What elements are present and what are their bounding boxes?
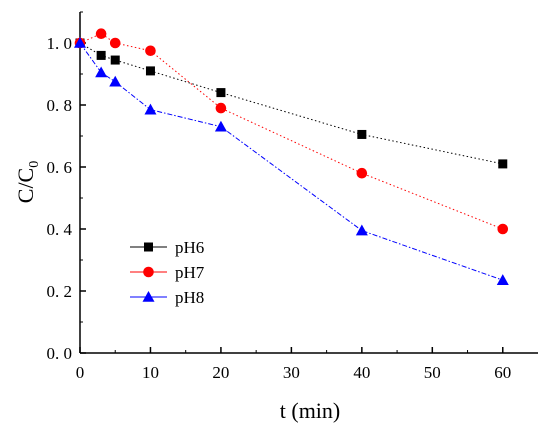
data-point — [496, 274, 509, 285]
x-tick-label: 30 — [283, 363, 300, 382]
series-1 — [74, 28, 509, 235]
y-axis-title: C/C0 — [13, 161, 42, 203]
y-tick-label: 0. 4 — [47, 220, 73, 239]
series-layer — [74, 28, 509, 285]
data-point — [497, 223, 509, 235]
y-tick-label: 0. 6 — [47, 158, 73, 177]
y-tick-label: 0. 8 — [47, 96, 73, 115]
data-point — [216, 88, 226, 98]
series-0 — [75, 38, 508, 169]
x-tick-label: 40 — [353, 363, 370, 382]
y-tick-label: 1. 0 — [47, 34, 73, 53]
data-point — [144, 103, 157, 115]
data-point — [498, 159, 508, 169]
legend-item-1: pH7 — [130, 263, 205, 282]
data-point — [109, 75, 122, 87]
legend-label: pH7 — [175, 263, 205, 282]
data-point — [355, 224, 368, 236]
series-line — [79, 33, 503, 230]
data-point — [109, 37, 121, 49]
x-tick-label: 50 — [424, 363, 441, 382]
x-ticks: 0 10 20 30 40 50 60 — [76, 347, 511, 382]
data-point — [214, 120, 227, 132]
legend: pH6 pH7 pH8 — [130, 238, 205, 307]
series-2 — [74, 37, 509, 285]
data-point — [357, 129, 367, 139]
x-tick-label: 60 — [494, 363, 511, 382]
legend-marker — [142, 291, 155, 302]
y-axis-title-subscript: 0 — [27, 161, 42, 168]
legend-marker — [143, 266, 154, 278]
legend-item-0: pH6 — [130, 238, 204, 257]
legend-label: pH8 — [175, 288, 204, 307]
data-point — [110, 55, 120, 65]
x-axis-title: t (min) — [280, 398, 341, 423]
data-point — [96, 50, 106, 60]
data-point — [95, 28, 107, 39]
data-point — [356, 167, 368, 179]
series-line — [79, 42, 503, 281]
data-point — [145, 66, 155, 76]
y-tick-label: 0. 0 — [47, 344, 73, 363]
y-axis-title-main: C/C — [13, 168, 38, 203]
data-point — [95, 66, 108, 78]
data-point — [145, 45, 156, 57]
legend-label: pH6 — [175, 238, 204, 257]
legend-marker — [144, 242, 153, 252]
x-tick-label: 10 — [142, 363, 159, 382]
x-tick-label: 0 — [76, 363, 85, 382]
legend-item-2: pH8 — [130, 288, 204, 307]
plot-frame — [79, 12, 538, 354]
x-tick-label: 20 — [212, 363, 229, 382]
data-point — [215, 102, 227, 114]
data-point — [74, 37, 86, 48]
y-tick-label: 0. 2 — [47, 282, 73, 301]
